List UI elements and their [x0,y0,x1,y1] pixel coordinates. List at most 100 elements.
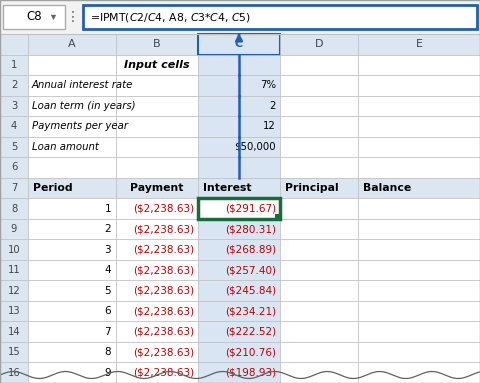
Bar [0,137,28,157]
Text: 3: 3 [11,101,17,111]
Bar [0,96,28,116]
Text: B: B [153,39,161,49]
Bar [116,280,198,301]
Bar [28,239,116,260]
Bar [280,157,358,178]
Text: 8: 8 [11,203,17,213]
Text: 12: 12 [8,286,20,296]
Text: ($291.67): ($291.67) [225,203,276,213]
Text: 8: 8 [104,347,111,357]
Text: 2: 2 [104,224,111,234]
Bar [0,342,28,362]
Bar [358,157,480,178]
Bar [358,34,480,54]
Bar [116,157,198,178]
Text: ($2,238.63): ($2,238.63) [133,286,194,296]
Bar [280,301,358,321]
Text: 2: 2 [11,80,17,90]
Bar [0,280,28,301]
Bar [198,75,280,96]
Text: Balance: Balance [363,183,411,193]
Text: ($2,238.63): ($2,238.63) [133,203,194,213]
Bar [116,96,198,116]
Bar [280,342,358,362]
Bar [28,301,116,321]
Text: $50,000: $50,000 [234,142,276,152]
Text: 10: 10 [8,245,20,255]
Text: A: A [68,39,76,49]
Bar [358,260,480,280]
Text: ($2,238.63): ($2,238.63) [133,224,194,234]
Bar [116,362,198,383]
Bar [358,321,480,342]
Text: ($245.84): ($245.84) [225,286,276,296]
Bar [28,260,116,280]
Bar [116,342,198,362]
Bar [280,321,358,342]
Bar [0,116,28,137]
Bar [275,214,280,220]
Bar [198,239,280,260]
Bar [116,260,198,280]
Bar [0,260,28,280]
Bar [116,116,198,137]
Bar [198,362,280,383]
Text: ($280.31): ($280.31) [225,224,276,234]
Bar [280,239,358,260]
Bar [0,362,28,383]
Bar [280,34,358,54]
Bar [0,75,28,96]
Bar [116,219,198,239]
Bar [198,54,280,75]
Text: ($2,238.63): ($2,238.63) [133,368,194,378]
Text: Interest: Interest [203,183,252,193]
Text: 13: 13 [8,306,20,316]
Text: ($2,238.63): ($2,238.63) [133,265,194,275]
Text: 9: 9 [104,368,111,378]
Bar [280,96,358,116]
Bar [358,239,480,260]
Bar [358,75,480,96]
Bar [280,260,358,280]
Bar [28,362,116,383]
Bar [198,137,280,157]
Bar [280,54,358,75]
Text: Principal: Principal [285,183,338,193]
Bar [358,54,480,75]
Text: 1: 1 [104,203,111,213]
Text: D: D [315,39,323,49]
Text: Payments per year: Payments per year [32,121,128,131]
Bar [3,5,65,29]
Bar [280,219,358,239]
Bar [116,321,198,342]
Bar [28,219,116,239]
Bar [28,157,116,178]
Text: Annual interest rate: Annual interest rate [32,80,133,90]
Text: 4: 4 [11,121,17,131]
Text: 5: 5 [104,286,111,296]
Bar [28,75,116,96]
Text: ⋮: ⋮ [66,10,80,24]
Bar [198,198,280,219]
Bar [358,219,480,239]
Bar [116,34,198,54]
Bar [28,321,116,342]
Text: 5: 5 [11,142,17,152]
Bar [0,34,28,54]
Bar [358,301,480,321]
Text: Loan amount: Loan amount [32,142,99,152]
Text: 14: 14 [8,327,20,337]
Bar [0,301,28,321]
Bar [198,157,280,178]
Bar [280,280,358,301]
Text: ($257.40): ($257.40) [225,265,276,275]
Point [49,14,57,20]
Bar [0,178,28,198]
Bar [116,239,198,260]
Bar [198,96,280,116]
Bar [358,342,480,362]
Bar [198,178,280,198]
Text: 3: 3 [104,245,111,255]
Bar [0,198,28,219]
Text: ($2,238.63): ($2,238.63) [133,327,194,337]
